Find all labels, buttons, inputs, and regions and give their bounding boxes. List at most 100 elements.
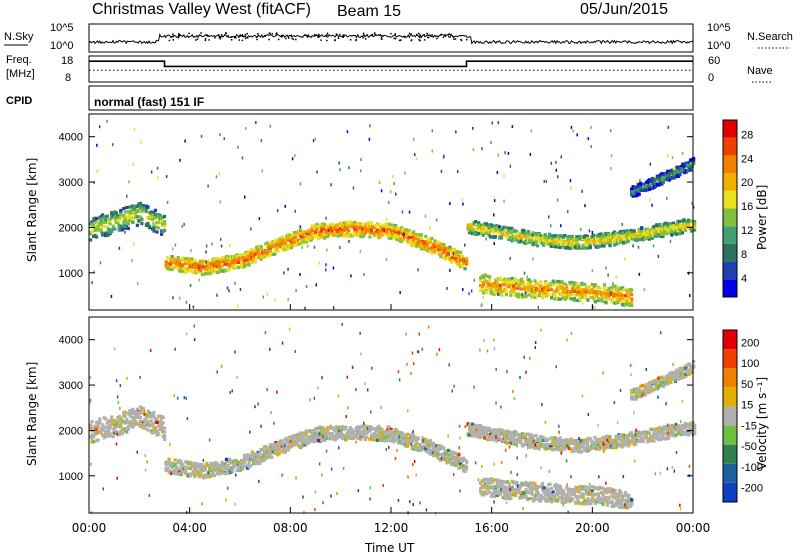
scatter-cell (102, 215, 106, 219)
noise-cell (128, 180, 130, 184)
noise-cell (388, 200, 390, 204)
nsearch-dot (195, 39, 197, 41)
scatter-cell (536, 281, 540, 286)
noise-cell (547, 215, 550, 219)
noise-cell (461, 198, 464, 202)
scatter-cell (460, 254, 464, 258)
scatter-cell (479, 276, 483, 280)
scatter-cell (356, 436, 360, 440)
scatter-cell (155, 230, 159, 234)
scatter-cell (276, 441, 280, 445)
scatter-cell (202, 467, 206, 471)
colorbar-tick: 4 (741, 273, 747, 285)
scatter-cell (386, 232, 390, 236)
nsearch-dot (452, 35, 454, 38)
scatter-cell (608, 435, 612, 439)
scatter-cell (597, 438, 602, 442)
noise-cell (562, 296, 564, 300)
scatter-cell (593, 283, 597, 287)
scatter-cell (483, 280, 487, 284)
scatter-cell (634, 430, 638, 434)
scatter-cell (528, 233, 532, 237)
scatter-cell (508, 438, 512, 443)
scatter-cell (630, 297, 634, 301)
noise-cell (184, 139, 186, 143)
scatter-cell (320, 234, 324, 238)
scatter-cell (126, 210, 130, 214)
scatter-cell (135, 204, 139, 208)
scatter-cell (648, 184, 652, 188)
scatter-cell (513, 433, 517, 437)
nsearch-dot (291, 37, 293, 40)
noise-cell (401, 210, 404, 214)
scatter-cell (375, 438, 380, 442)
scatter-cell (563, 287, 567, 291)
scatter-cell (588, 447, 592, 451)
scatter-cell (531, 285, 536, 289)
scatter-cell (436, 452, 440, 456)
scatter-cell (365, 431, 369, 435)
scatter-cell (157, 221, 161, 225)
nsearch-dot (390, 32, 392, 35)
colorbar-swatch (723, 279, 737, 297)
colorbar-swatch (723, 137, 737, 156)
noise-cell (389, 190, 392, 194)
scatter-cell (270, 443, 274, 447)
scatter-cell (135, 217, 139, 221)
scatter-cell (504, 435, 508, 439)
scatter-cell (509, 284, 513, 288)
scatter-cell (235, 468, 239, 473)
scatter-cell (105, 225, 109, 229)
scatter-cell (483, 273, 487, 277)
scatter-cell (359, 222, 363, 226)
scatter-cell (123, 410, 127, 414)
noise-cell (683, 165, 685, 169)
scatter-cell (545, 447, 549, 451)
noise-cell (591, 269, 594, 273)
scatter-cell (538, 293, 542, 298)
scatter-cell (526, 437, 531, 442)
scatter-cell (267, 455, 271, 459)
scatter-cell (602, 292, 607, 296)
scatter-cell (163, 437, 167, 441)
noise-cell (689, 294, 691, 297)
scatter-cell (394, 233, 398, 237)
scatter-cell (477, 221, 481, 225)
scatter-cell (440, 445, 444, 449)
scatter-cell (135, 223, 139, 227)
noise-cell (96, 169, 98, 173)
scatter-cell (170, 255, 174, 259)
nsearch-dot (394, 33, 397, 35)
noise-cell (255, 121, 257, 124)
scatter-cell (410, 445, 414, 449)
noise-cell (295, 289, 297, 293)
scatter-cell (563, 293, 567, 298)
scatter-cell (570, 438, 574, 442)
scatter-cell (320, 229, 324, 233)
noise-cell (181, 224, 183, 228)
scatter-cell (531, 231, 535, 235)
nsearch-dot (233, 36, 236, 38)
noise-cell (523, 271, 526, 275)
nsearch-dot (188, 32, 190, 35)
scatter-cell (90, 437, 94, 441)
scatter-cell (552, 239, 556, 243)
scatter-cell (152, 410, 156, 415)
scatter-cell (300, 444, 304, 448)
scatter-cell (113, 227, 117, 231)
noise-cell (581, 301, 584, 305)
scatter-cell (547, 292, 551, 296)
nsearch-dot (234, 37, 236, 39)
scatter-cell (131, 407, 135, 411)
scatter-cell (129, 420, 133, 424)
scatter-cell (117, 223, 121, 228)
scatter-cell (205, 264, 209, 268)
scatter-cell (482, 290, 486, 294)
scatter-cell (571, 288, 575, 292)
scatter-cell (472, 222, 476, 227)
scatter-cell (527, 293, 531, 297)
scatter-cell (137, 414, 141, 418)
scatter-cell (357, 429, 361, 433)
noise-cell (530, 129, 533, 133)
scatter-cell (131, 425, 135, 429)
